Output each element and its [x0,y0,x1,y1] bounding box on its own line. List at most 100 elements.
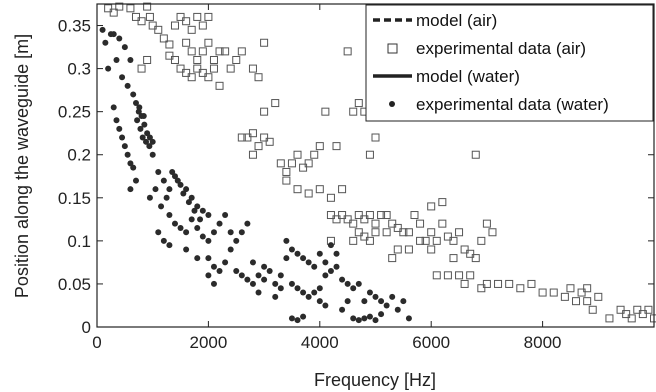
data-point-air [371,228,380,237]
data-point-water [197,216,204,223]
data-point-water [139,134,146,141]
data-point-air [482,279,491,288]
data-point-air [209,55,218,64]
data-point-water [238,272,245,279]
data-point-water [350,315,357,322]
data-point-water [316,250,323,257]
data-point-air [594,292,603,301]
x-tick-label: 2000 [189,333,227,352]
x-tick-label: 0 [92,333,101,352]
data-point-air [182,68,191,77]
data-point-air [477,236,486,245]
data-point-water [372,317,379,324]
data-point-water [105,65,112,72]
data-point-air [421,236,430,245]
data-point-water [322,302,329,309]
data-point-water [311,289,318,296]
data-point-air [583,284,592,293]
y-tick-label: 0.35 [58,17,91,36]
data-point-air [505,279,514,288]
data-point-air [449,236,458,245]
y-tick-label: 0.25 [58,103,91,122]
data-point-water [311,263,318,270]
data-point-air [193,64,202,73]
data-point-water [130,91,137,98]
data-point-water [361,298,368,305]
legend-label-model-air: model (air) [416,11,497,30]
data-point-air [354,211,363,220]
data-point-water [300,255,307,262]
data-point-air [343,215,352,224]
data-point-water [194,224,201,231]
data-point-water [194,203,201,210]
data-point-water [205,212,212,219]
data-point-water [361,315,368,322]
data-point-air [388,254,397,263]
data-point-water [155,229,162,236]
data-point-water [350,285,357,292]
data-point-water [180,190,187,197]
data-point-air [165,40,174,49]
data-point-air [343,47,352,56]
data-point-air [622,310,631,319]
data-point-water [152,186,159,193]
data-point-water [305,259,312,266]
data-point-water [210,229,217,236]
legend-box [365,4,654,122]
data-point-water [205,272,212,279]
data-point-air [310,150,319,159]
data-point-water [163,194,170,201]
data-point-water [174,177,181,184]
data-point-air [577,288,586,297]
data-point-air [176,64,185,73]
data-point-water [141,121,148,128]
data-point-air [137,17,146,26]
data-point-water [132,177,139,184]
data-point-water [233,237,240,244]
data-point-water [124,82,131,89]
data-point-air [527,279,536,288]
data-point-water [177,224,184,231]
data-point-air [187,47,196,56]
data-point-air [443,232,452,241]
x-axis: 0 2000 4000 6000 8000 [92,4,562,352]
data-point-air [204,73,213,82]
y-tick-label: 0 [82,318,91,337]
y-tick-label: 0.15 [58,189,91,208]
data-point-air [560,292,569,301]
data-point-air [349,107,358,116]
data-point-air [516,284,525,293]
data-point-air [338,185,347,194]
data-point-air [349,236,358,245]
data-point-water [158,203,165,210]
data-point-water [294,317,301,324]
data-point-air [232,55,241,64]
data-point-water [277,285,284,292]
data-point-air [137,64,146,73]
data-point-air [131,12,140,21]
data-point-air [315,185,324,194]
legend-label-model-water: model (water) [416,67,520,86]
data-point-air [170,21,179,30]
data-point-air [477,284,486,293]
data-point-air [371,219,380,228]
data-point-water [327,268,334,275]
data-point-water [124,151,131,158]
data-point-water [288,280,295,287]
data-point-air [187,25,196,34]
data-point-water [137,125,144,132]
data-point-water [205,237,212,244]
data-point-water [194,255,201,262]
data-point-water [333,250,340,257]
data-point-air [377,211,386,220]
data-point-water [116,125,123,132]
data-point-water [134,117,141,124]
data-point-air [466,249,475,258]
data-point-water [166,242,173,249]
data-point-water [378,311,385,318]
data-point-air [471,254,480,263]
legend: model (air) experimental data (air) mode… [365,4,654,122]
data-point-water [110,31,117,38]
data-point-air [293,150,302,159]
data-point-water [339,276,346,283]
